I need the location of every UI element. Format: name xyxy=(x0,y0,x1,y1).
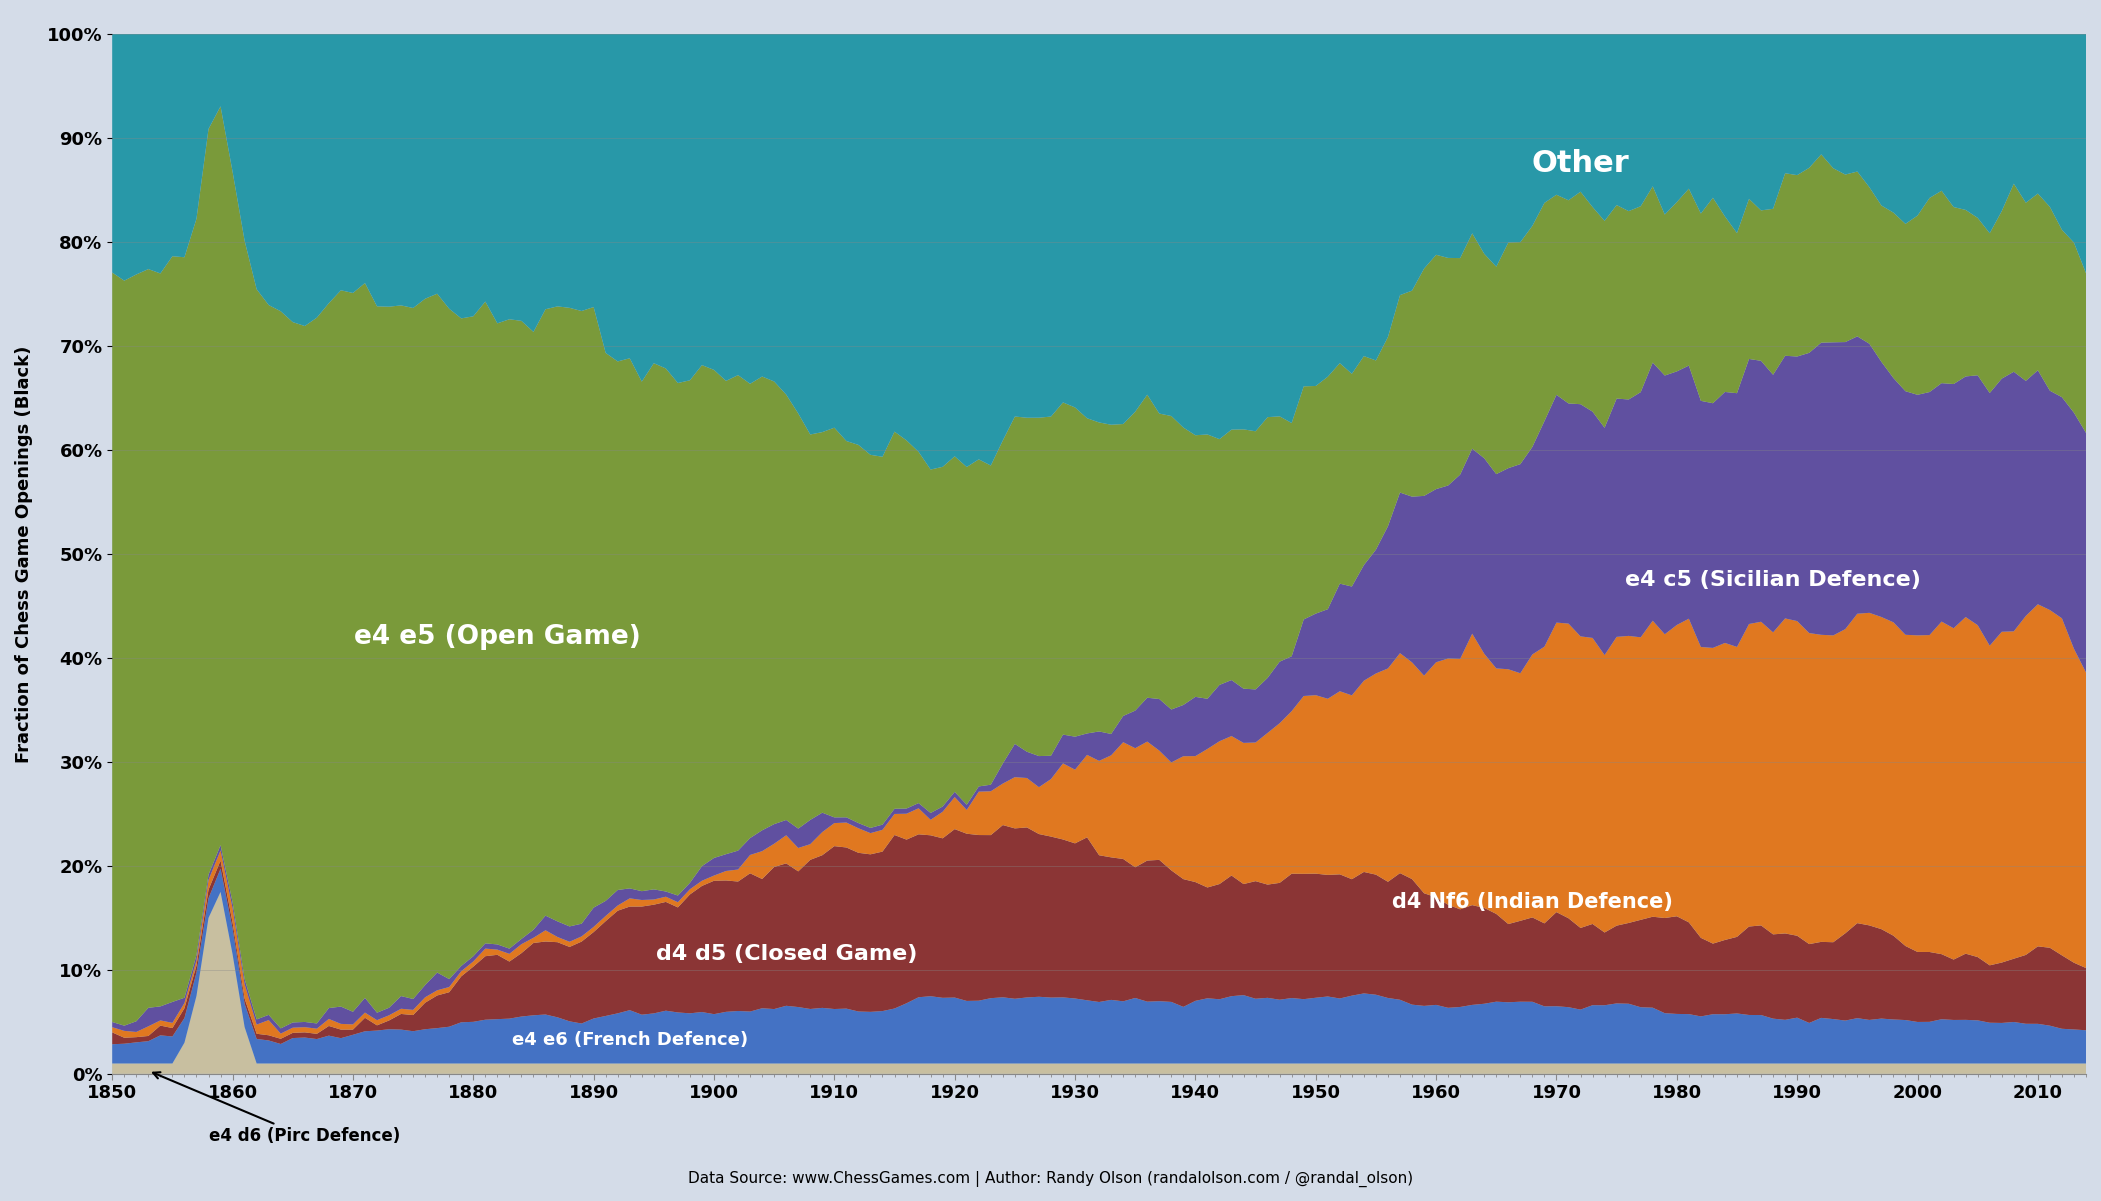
Text: Data Source: www.ChessGames.com | Author: Randy Olson (randalolson.com / @randal: Data Source: www.ChessGames.com | Author… xyxy=(687,1171,1414,1187)
Text: Other: Other xyxy=(1532,149,1630,179)
Text: e4 e6 (French Defence): e4 e6 (French Defence) xyxy=(513,1030,748,1048)
Text: d4 Nf6 (Indian Defence): d4 Nf6 (Indian Defence) xyxy=(1393,892,1672,913)
Text: e4 e5 (Open Game): e4 e5 (Open Game) xyxy=(353,625,641,650)
Text: d4 d5 (Closed Game): d4 d5 (Closed Game) xyxy=(656,944,916,964)
Text: e4 c5 (Sicilian Defence): e4 c5 (Sicilian Defence) xyxy=(1626,570,1920,590)
Text: e4 d6 (Pirc Defence): e4 d6 (Pirc Defence) xyxy=(153,1072,399,1146)
Y-axis label: Fraction of Chess Game Openings (Black): Fraction of Chess Game Openings (Black) xyxy=(15,345,34,763)
